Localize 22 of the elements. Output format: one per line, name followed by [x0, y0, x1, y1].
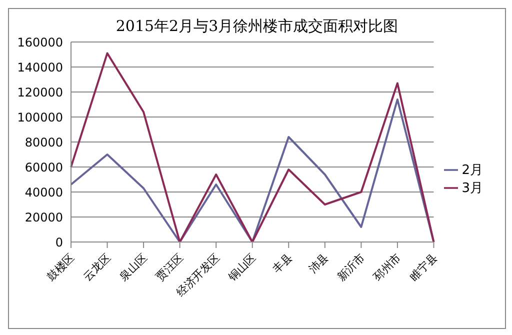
- x-tick-label: 泉山区: [117, 250, 150, 284]
- x-tick-label: 沛县: [306, 250, 332, 276]
- x-tick-label: 邳州市: [371, 250, 404, 284]
- x-tick-label: 丰县: [270, 250, 295, 276]
- y-tick-label: 40000: [24, 185, 63, 200]
- y-tick-label: 120000: [17, 85, 63, 100]
- y-tick-label: 0: [55, 235, 63, 250]
- chart-title: 2015年2月与3月徐州楼市成交面积对比图: [114, 17, 400, 36]
- x-tick-label: 鼓楼区: [44, 250, 78, 284]
- x-tick-label: 睢宁县: [407, 250, 440, 284]
- legend-label: 3月: [462, 181, 483, 196]
- legend-label: 2月: [462, 163, 483, 178]
- y-tick-label: 60000: [24, 160, 63, 174]
- y-tick-label: 20000: [24, 210, 63, 224]
- y-tick-label: 140000: [17, 60, 63, 74]
- x-tick-label: 铜山区: [225, 250, 258, 284]
- y-tick-label: 160000: [17, 35, 63, 50]
- x-tick-label: 贾汪区: [153, 250, 186, 284]
- x-tick-label: 新沂市: [334, 250, 368, 284]
- y-tick-label: 80000: [24, 135, 63, 150]
- x-tick-label: 云龙区: [80, 250, 114, 284]
- y-tick-label: 100000: [17, 110, 63, 124]
